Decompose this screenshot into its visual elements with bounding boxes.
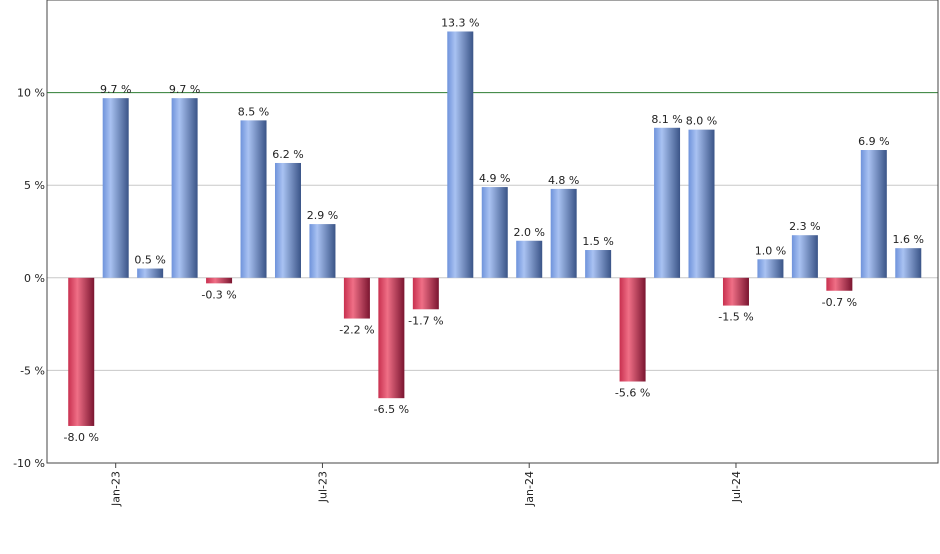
value-label: 9.7 % bbox=[100, 83, 131, 96]
x-tick-label: Jul-24 bbox=[730, 471, 743, 503]
value-label: -2.2 % bbox=[339, 324, 374, 337]
value-label: -1.5 % bbox=[718, 311, 753, 324]
value-label: 1.0 % bbox=[755, 244, 786, 257]
bar bbox=[654, 127, 681, 278]
value-label: 1.5 % bbox=[582, 235, 613, 248]
x-tick-label: Jan-24 bbox=[523, 471, 536, 507]
value-label: 8.5 % bbox=[238, 105, 269, 118]
bar bbox=[274, 162, 301, 278]
value-label: 2.0 % bbox=[513, 226, 544, 239]
y-tick-label: 10 % bbox=[17, 87, 45, 100]
plot-frame bbox=[46, 0, 939, 464]
y-tick-label: 0 % bbox=[24, 272, 45, 285]
value-label: 4.9 % bbox=[479, 172, 510, 185]
y-tick-label: -5 % bbox=[20, 364, 45, 377]
value-label: -5.6 % bbox=[615, 387, 650, 400]
bar bbox=[412, 277, 439, 310]
bar bbox=[378, 277, 405, 399]
x-tick-label: Jul-23 bbox=[316, 471, 329, 503]
value-label: 8.0 % bbox=[686, 115, 717, 128]
value-label: -6.5 % bbox=[374, 403, 409, 416]
bar bbox=[137, 268, 164, 278]
x-tick-label: Jan-23 bbox=[110, 471, 123, 507]
bar bbox=[240, 120, 267, 278]
bar bbox=[860, 150, 887, 278]
value-label: -8.0 % bbox=[64, 431, 99, 444]
value-label: 2.9 % bbox=[307, 209, 338, 222]
y-tick-label: 5 % bbox=[24, 179, 45, 192]
bar bbox=[516, 240, 543, 278]
value-label: 6.2 % bbox=[272, 148, 303, 161]
bar bbox=[757, 259, 784, 278]
value-label: 1.6 % bbox=[893, 233, 924, 246]
bar bbox=[895, 248, 922, 278]
value-label: 13.3 % bbox=[441, 16, 479, 29]
bar bbox=[343, 277, 370, 319]
y-tick-label: -10 % bbox=[13, 457, 45, 470]
value-label: 4.8 % bbox=[548, 174, 579, 187]
bar bbox=[68, 277, 95, 426]
bar bbox=[619, 277, 646, 382]
bar bbox=[826, 277, 853, 291]
value-label: 9.7 % bbox=[169, 83, 200, 96]
bar bbox=[550, 188, 577, 278]
bar bbox=[722, 277, 749, 306]
bar bbox=[585, 250, 612, 278]
value-label: 8.1 % bbox=[651, 113, 682, 126]
value-label: 0.5 % bbox=[134, 254, 165, 267]
value-label: -0.7 % bbox=[822, 296, 857, 309]
bar bbox=[171, 98, 198, 278]
value-label: 2.3 % bbox=[789, 220, 820, 233]
bar bbox=[206, 277, 233, 284]
bar bbox=[309, 224, 336, 278]
value-label: -1.7 % bbox=[408, 314, 443, 327]
bar bbox=[791, 235, 818, 278]
value-label: -0.3 % bbox=[201, 288, 236, 301]
bar bbox=[102, 98, 129, 278]
value-label: 6.9 % bbox=[858, 135, 889, 148]
bar bbox=[481, 187, 508, 278]
bar bbox=[688, 129, 715, 278]
bar bbox=[447, 31, 474, 278]
